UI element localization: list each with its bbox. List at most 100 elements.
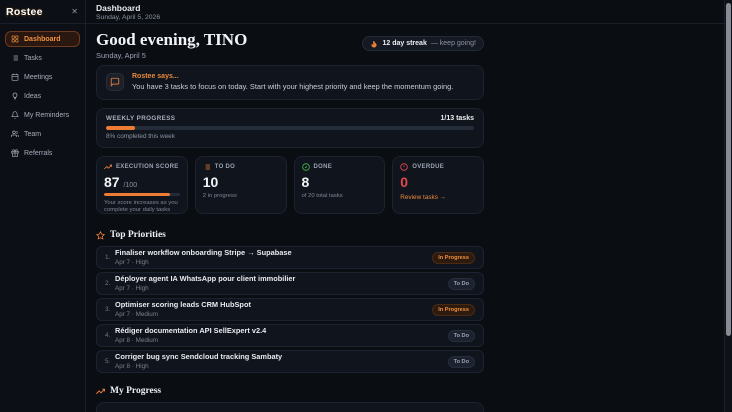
- assistant-card: Rostee says... You have 3 tasks to focus…: [96, 64, 484, 100]
- execution-score-bar-fill: [104, 193, 170, 197]
- priority-number: 4.: [105, 332, 111, 340]
- priority-title: Rédiger documentation API SellExpert v2.…: [115, 326, 267, 336]
- todo-list-icon: [203, 164, 210, 170]
- todo-card: TO DO 10 2 in progress: [194, 156, 287, 215]
- sidebar-item-label: Tasks: [24, 54, 42, 62]
- status-badge: In Progress: [432, 251, 475, 264]
- page-title: Good evening, TINO: [96, 30, 248, 49]
- sidebar-item-label: My Reminders: [24, 111, 70, 119]
- sidebar-item-team[interactable]: Team: [5, 126, 80, 142]
- stat-label: DONE: [313, 164, 333, 171]
- sidebar-item-ideas[interactable]: Ideas: [5, 88, 80, 104]
- calendar-icon: [11, 73, 19, 81]
- stat-label: EXECUTION SCORE: [116, 164, 179, 171]
- my-progress-header: My Progress: [96, 386, 484, 396]
- dashboard-grid-icon: [11, 35, 19, 43]
- trending-up-icon: [104, 164, 112, 170]
- assistant-title: Rostee says...: [132, 72, 179, 80]
- priority-number: 1.: [105, 254, 111, 262]
- priority-meta: Apr 8 · High: [115, 362, 149, 370]
- sidebar-item-tasks[interactable]: Tasks: [5, 50, 80, 66]
- check-circle-icon: [301, 163, 310, 171]
- sidebar-item-referrals[interactable]: Referrals: [5, 145, 80, 161]
- sidebar-item-meetings[interactable]: Meetings: [5, 69, 80, 85]
- priorities-list: 1. Finaliser workflow onboarding Stripe …: [96, 246, 484, 374]
- weekly-progress-card: WEEKLY PROGRESS 1/13 tasks 8% completed …: [96, 107, 484, 149]
- priority-title: Déployer agent IA WhatsApp pour client i…: [115, 274, 296, 284]
- streak-count: 12 day streak: [382, 40, 427, 47]
- status-badge: To Do: [447, 355, 475, 368]
- trending-up-icon: [96, 388, 105, 394]
- done-value: 8: [301, 174, 310, 191]
- todo-caption: 2 in progress: [202, 192, 237, 199]
- priority-number: 5.: [105, 358, 111, 366]
- streak-suffix: — keep going!: [430, 40, 476, 47]
- sidebar-item-label: Referrals: [24, 149, 53, 157]
- priority-meta: Apr 7 · High: [115, 284, 149, 292]
- priority-title: Finaliser workflow onboarding Stripe → S…: [115, 248, 292, 258]
- sidebar-item-label: Dashboard: [24, 35, 61, 43]
- priority-number: 3.: [105, 306, 111, 314]
- sidebar-item-label: Ideas: [24, 92, 42, 100]
- priority-item[interactable]: 2. Déployer agent IA WhatsApp pour clien…: [96, 272, 484, 296]
- execution-score-max: /100: [123, 182, 138, 190]
- overdue-card: OVERDUE 0 Review tasks →: [392, 156, 484, 215]
- close-sidebar-icon[interactable]: ✕: [71, 6, 78, 16]
- priority-item[interactable]: 1. Finaliser workflow onboarding Stripe …: [96, 246, 484, 270]
- sidebar-header: Rostee ✕: [0, 0, 85, 24]
- main-area: Dashboard Sunday, April 5, 2026 Good eve…: [86, 0, 732, 412]
- priority-item[interactable]: 5. Corriger bug sync Sendcloud tracking …: [96, 350, 484, 374]
- weekly-progress-caption: 8% completed this week: [106, 133, 175, 141]
- priority-meta: Apr 7 · High: [115, 258, 149, 266]
- star-icon: [96, 230, 105, 240]
- sidebar-item-label: Team: [24, 130, 42, 138]
- status-badge: In Progress: [432, 303, 475, 316]
- sidebar-item-label: Meetings: [24, 73, 53, 81]
- assistant-message: You have 3 tasks to focus on today. Star…: [132, 82, 454, 92]
- todo-value: 10: [202, 174, 219, 191]
- priority-meta: Apr 7 · Medium: [115, 310, 159, 318]
- team-users-icon: [11, 130, 19, 137]
- priority-title: Optimiser scoring leads CRM HubSpot: [115, 300, 251, 310]
- weekly-progress-bar-fill: [106, 125, 136, 130]
- lightbulb-icon: [12, 92, 18, 100]
- bell-icon: [11, 111, 19, 119]
- review-tasks-link[interactable]: Review tasks →: [400, 194, 447, 202]
- execution-score-caption: Your score increases as you complete you…: [104, 199, 178, 214]
- greeting-date: Sunday, April 5: [96, 50, 146, 60]
- weekly-progress-label: WEEKLY PROGRESS: [106, 114, 176, 122]
- done-card: DONE 8 of 20 total tasks: [293, 156, 386, 215]
- greeting-row: Good evening, TINO Sunday, April 5 12 da…: [96, 30, 484, 60]
- done-caption: of 20 total tasks: [301, 192, 343, 199]
- assistant-avatar: [106, 72, 124, 91]
- breadcrumb-title: Dashboard: [96, 3, 141, 13]
- gift-icon: [11, 149, 19, 157]
- topbar-date: Sunday, April 5, 2026: [96, 14, 161, 21]
- status-badge: To Do: [447, 277, 475, 290]
- alert-circle-icon: [400, 163, 408, 171]
- execution-score-value: 87: [104, 174, 120, 191]
- sidebar-item-my-reminders[interactable]: My Reminders: [5, 107, 80, 123]
- app-logo: Rostee: [6, 5, 43, 18]
- weekly-progress-bar: [106, 125, 474, 130]
- tasks-list-icon: [12, 55, 18, 61]
- sidebar-item-dashboard[interactable]: Dashboard: [5, 31, 80, 47]
- sidebar-nav: Dashboard Tasks Meetings Ideas My Remind…: [0, 24, 85, 171]
- streak-badge: 12 day streak — keep going!: [362, 36, 484, 51]
- sidebar: Rostee ✕ Dashboard Tasks Meetings Ideas: [0, 0, 86, 412]
- priority-meta: Apr 8 · Medium: [115, 336, 159, 344]
- priority-number: 2.: [105, 280, 111, 288]
- stats-row: EXECUTION SCORE 87 /100 Your score incre…: [96, 156, 484, 215]
- scrollbar-thumb[interactable]: [726, 3, 731, 336]
- dashboard-content: Good evening, TINO Sunday, April 5 12 da…: [96, 24, 484, 412]
- execution-score-card: EXECUTION SCORE 87 /100 Your score incre…: [96, 156, 188, 215]
- priority-item[interactable]: 4. Rédiger documentation API SellExpert …: [96, 324, 484, 348]
- stat-label: TO DO: [214, 164, 236, 171]
- priority-title: Corriger bug sync Sendcloud tracking Sam…: [115, 352, 283, 362]
- stat-label: OVERDUE: [412, 164, 445, 171]
- overdue-value: 0: [400, 174, 409, 191]
- topbar: Dashboard Sunday, April 5, 2026: [86, 0, 732, 24]
- priority-item[interactable]: 3. Optimiser scoring leads CRM HubSpot A…: [96, 298, 484, 322]
- chat-bubble-icon: [110, 77, 120, 87]
